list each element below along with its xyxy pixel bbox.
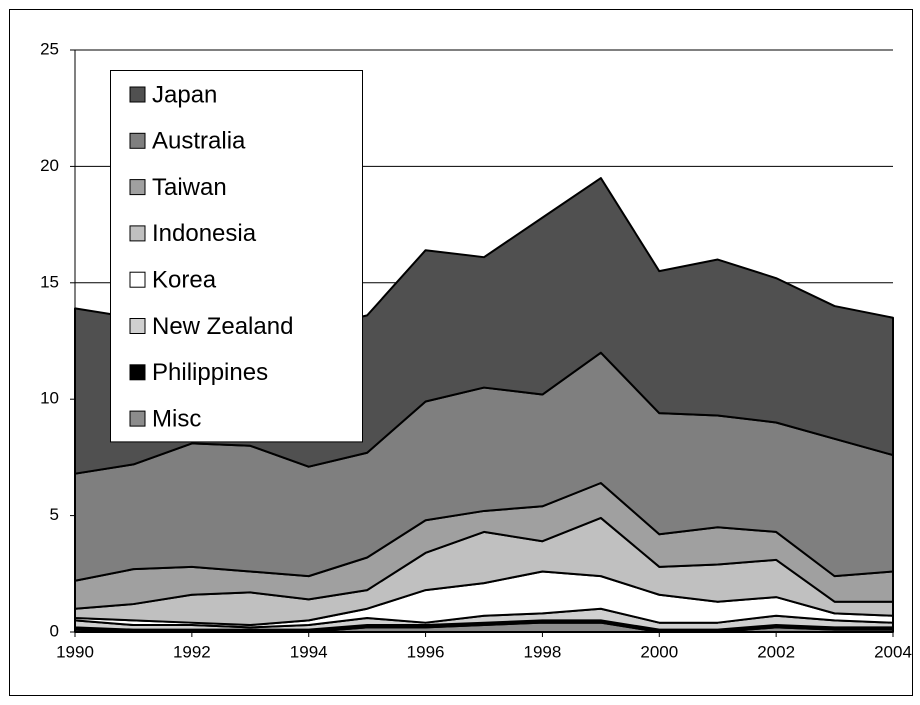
legend-swatch: [129, 225, 146, 242]
x-tick-label: 2000: [640, 642, 678, 661]
legend-box: [110, 70, 363, 443]
legend-swatch: [129, 179, 146, 196]
x-tick-label: 1994: [290, 642, 328, 661]
legend-swatch: [129, 410, 146, 427]
y-tick-label: 0: [50, 621, 59, 640]
y-tick-label: 20: [40, 156, 59, 175]
legend-label: Australia: [152, 128, 246, 155]
legend-label: Korea: [152, 267, 217, 294]
legend-label: Japan: [152, 81, 217, 108]
legend-swatch: [129, 271, 146, 288]
legend-label: Indonesia: [152, 220, 257, 247]
legend-label: Misc: [152, 405, 201, 432]
x-tick-label: 2004: [874, 642, 912, 661]
y-tick-label: 25: [40, 39, 59, 58]
x-tick-label: 1998: [524, 642, 562, 661]
legend-label: New Zealand: [152, 313, 293, 340]
y-tick-label: 10: [40, 389, 59, 408]
legend-swatch: [129, 86, 146, 103]
legend-swatch: [129, 318, 146, 334]
legend-swatch: [129, 364, 146, 381]
y-tick-label: 15: [40, 272, 59, 291]
y-tick-label: 5: [50, 505, 59, 524]
x-tick-label: 1992: [173, 642, 211, 661]
legend-label: Taiwan: [152, 174, 227, 201]
x-tick-label: 1990: [56, 642, 94, 661]
legend-swatch: [129, 132, 146, 149]
x-tick-label: 2002: [757, 642, 795, 661]
x-tick-label: 1996: [407, 642, 445, 661]
legend-label: Philippines: [152, 359, 268, 386]
